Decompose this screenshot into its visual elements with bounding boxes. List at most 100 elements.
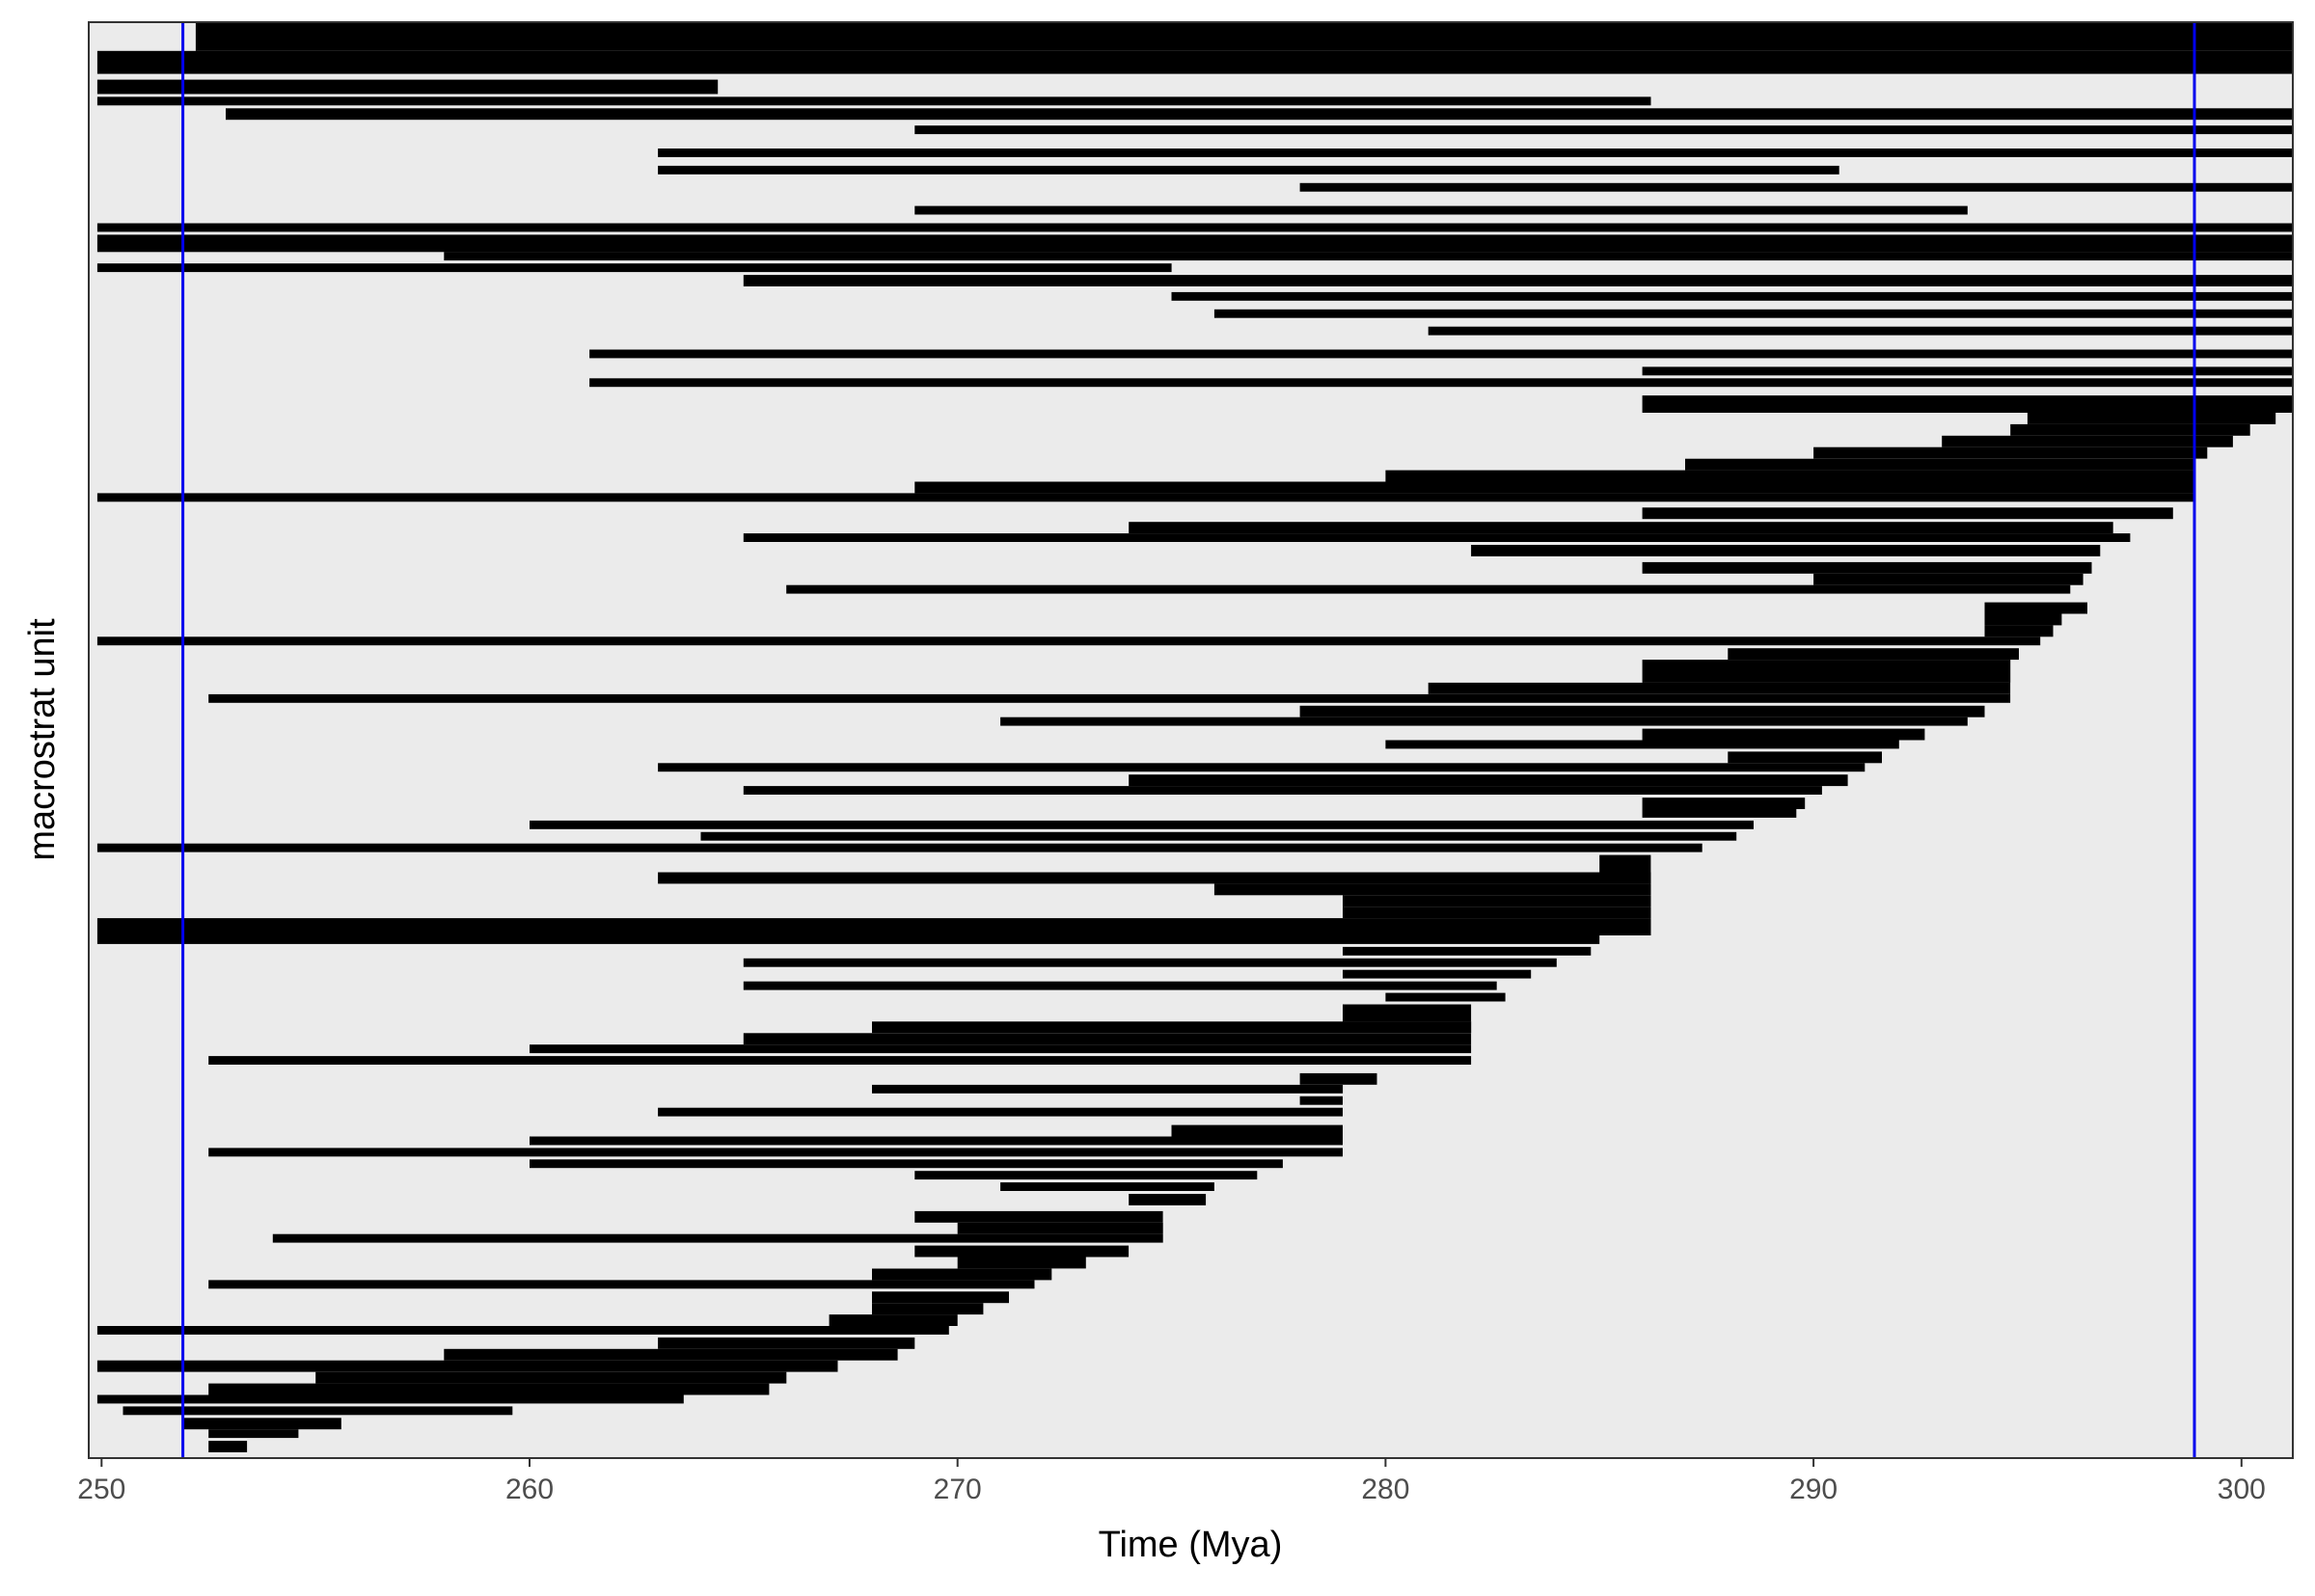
unit-bar — [96, 263, 1172, 273]
x-axis: 250 260 270 280 290 300 — [77, 1458, 2266, 1505]
unit-bar — [530, 1136, 1343, 1146]
unit-bar — [315, 1371, 787, 1384]
unit-bar — [208, 693, 2011, 703]
unit-bar — [1129, 1194, 1207, 1205]
unit-bar — [589, 378, 2293, 388]
plot-panel — [89, 22, 2293, 1458]
unit-bar — [96, 223, 2294, 232]
unit-bar — [208, 1383, 770, 1395]
unit-bar — [96, 1360, 838, 1372]
x-tick-label: 270 — [934, 1474, 982, 1505]
unit-bar — [226, 108, 2293, 121]
unit-bar — [272, 1233, 1163, 1243]
unit-bar — [96, 636, 2041, 646]
unit-bar — [96, 96, 1651, 106]
unit-bar — [1642, 798, 1806, 809]
unit-bar — [96, 493, 2195, 502]
unit-bar — [1299, 705, 1985, 717]
unit-bar — [1343, 1004, 1472, 1022]
unit-bar — [1642, 660, 2011, 671]
unit-bar — [914, 481, 2194, 494]
unit-bar — [786, 584, 2071, 594]
unit-bar — [2027, 413, 2276, 424]
unit-bar — [1213, 883, 1651, 896]
unit-bar — [1213, 309, 2293, 318]
unit-bar — [96, 918, 1651, 935]
unit-bar — [1129, 774, 1848, 787]
unit-bar — [743, 981, 1497, 990]
unit-bar — [1385, 992, 1506, 1002]
unit-bar — [1984, 613, 2062, 626]
panel-border — [88, 21, 2294, 1459]
unit-bar — [914, 205, 1968, 215]
unit-bar — [1343, 895, 1651, 907]
unit-bar — [743, 533, 2131, 542]
unit-bar — [589, 349, 2293, 359]
unit-bar — [1299, 1096, 1343, 1105]
unit-bar — [743, 1033, 1472, 1045]
unit-bar — [658, 872, 1651, 884]
unit-bar — [914, 1245, 1130, 1258]
unit-bar — [658, 149, 2293, 157]
unit-bar — [914, 1171, 1258, 1180]
unit-bar — [1343, 969, 1532, 979]
unit-bar — [914, 1210, 1163, 1223]
unit-bar — [957, 1222, 1163, 1234]
unit-bar — [1000, 1182, 1214, 1191]
x-tick-label: 300 — [2218, 1474, 2266, 1505]
unit-bar — [1685, 458, 2194, 471]
unit-bar — [1942, 435, 2233, 447]
x-tick-label: 290 — [1789, 1474, 1838, 1505]
unit-bar — [96, 1326, 949, 1335]
unit-bar — [96, 234, 2294, 253]
unit-bar — [96, 935, 1600, 944]
unit-bars — [96, 22, 2294, 1452]
unit-bar — [872, 1268, 1052, 1281]
unit-bar — [208, 1056, 1472, 1065]
unit-bar — [182, 1418, 341, 1430]
unit-bar — [1728, 751, 1882, 764]
unit-bar — [1471, 545, 2101, 556]
unit-bar — [1599, 854, 1651, 873]
unit-bar — [1299, 1072, 1377, 1085]
unit-bar — [530, 1159, 1283, 1169]
x-tick-label: 250 — [77, 1474, 125, 1505]
x-tick-label: 260 — [505, 1474, 554, 1505]
unit-bar — [658, 763, 1866, 772]
unit-bar — [1642, 561, 2092, 574]
unit-bar — [208, 1441, 248, 1452]
unit-bar — [96, 79, 719, 95]
unit-bar — [208, 1148, 1344, 1157]
unit-bar — [123, 1406, 513, 1416]
x-tick-label: 280 — [1361, 1474, 1409, 1505]
unit-bar — [1813, 446, 2208, 459]
y-axis-title: macrostrat unit — [22, 618, 63, 861]
unit-bar — [872, 1084, 1344, 1094]
unit-bar — [195, 22, 2294, 51]
unit-bar — [96, 843, 1702, 852]
unit-bar — [829, 1314, 958, 1326]
unit-bar — [1642, 728, 1925, 741]
unit-bar — [1343, 946, 1592, 956]
unit-bar — [1171, 291, 2293, 301]
unit-bar — [658, 165, 1839, 175]
unit-bar — [208, 1280, 1035, 1289]
unit-bar — [658, 1337, 915, 1349]
unit-bar — [957, 1257, 1086, 1269]
unit-bar — [914, 125, 2293, 135]
unit-bar — [530, 1044, 1472, 1054]
unit-bar — [1428, 682, 2011, 694]
unit-bar — [1299, 182, 2293, 192]
unit-bar — [1385, 740, 1899, 749]
unit-bar — [444, 1348, 898, 1361]
x-axis-title: Time (Mya) — [1099, 1525, 1283, 1565]
reference-lines — [181, 22, 2196, 1458]
unit-bar — [872, 1291, 1009, 1304]
unit-bar — [1984, 602, 2087, 614]
unit-bar — [1642, 507, 2173, 520]
unit-bar — [1000, 717, 1968, 726]
unit-bar — [872, 1021, 1472, 1034]
unit-bar — [743, 275, 2293, 286]
